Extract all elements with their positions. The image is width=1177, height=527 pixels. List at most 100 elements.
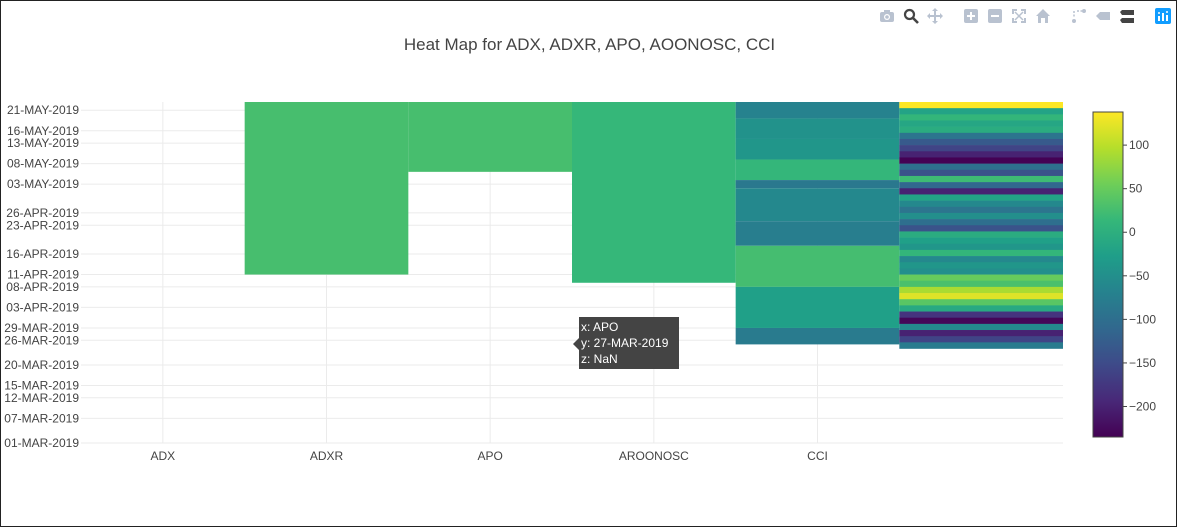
- heatmap-cell[interactable]: [735, 221, 900, 246]
- colorbar-tick-label: −50: [1129, 269, 1150, 283]
- heatmap-cell[interactable]: [899, 299, 1063, 306]
- heatmap-cell[interactable]: [899, 194, 1063, 201]
- autoscale-icon[interactable]: [1010, 7, 1028, 25]
- heatmap-cell[interactable]: [735, 180, 900, 189]
- heatmap-cell[interactable]: [899, 317, 1063, 325]
- heatmap-cell[interactable]: [899, 280, 1063, 288]
- heatmap-cell[interactable]: [735, 138, 900, 160]
- y-axis-ticks: 01-MAR-2019 07-MAR-2019 12-MAR-201915-MAR-…: [4, 103, 79, 450]
- heatmap-cell[interactable]: [899, 330, 1063, 337]
- heatmap-cell[interactable]: [899, 305, 1063, 312]
- zoom-in-icon[interactable]: [962, 7, 980, 25]
- x-tick-label: ADXR: [310, 449, 344, 463]
- heatmap-cell[interactable]: [899, 126, 1063, 134]
- colorbar-tick-label: −200: [1129, 400, 1156, 414]
- heatmap-cell[interactable]: [899, 256, 1063, 263]
- heatmap-cell[interactable]: [899, 274, 1063, 282]
- colorbar-tick-label: 100: [1129, 138, 1149, 152]
- y-tick-label: 08-MAY-2019: [7, 157, 79, 171]
- colorbar-tick-label: −150: [1129, 356, 1156, 370]
- home-icon[interactable]: [1034, 7, 1052, 25]
- tooltip-arrow: [573, 338, 579, 350]
- heatmap-cell[interactable]: [899, 188, 1063, 195]
- heatmap-cell[interactable]: [899, 268, 1063, 275]
- camera-icon[interactable]: [878, 7, 896, 25]
- heatmap-cell[interactable]: [899, 323, 1063, 331]
- y-tick-label: 26-APR-2019: [6, 206, 79, 220]
- plotly-logo-icon[interactable]: [1154, 7, 1172, 25]
- heatmap-cell[interactable]: [899, 163, 1063, 171]
- heatmap-cell[interactable]: [899, 132, 1063, 140]
- y-tick-label: 11-APR-2019: [7, 268, 79, 282]
- heatmap-cell[interactable]: [899, 262, 1063, 269]
- heatmap-cell[interactable]: [899, 114, 1063, 121]
- heatmap-cell[interactable]: [899, 206, 1063, 214]
- zoom-icon[interactable]: [902, 7, 920, 25]
- y-tick-label: 16-MAY-2019: [7, 124, 79, 138]
- heatmap-cell[interactable]: [735, 286, 900, 328]
- heatmap-cell[interactable]: [899, 138, 1063, 146]
- y-tick-label: 03-MAY-2019: [7, 177, 79, 191]
- heatmap-cell[interactable]: [899, 231, 1063, 238]
- y-tick-label: 21-MAY-2019: [7, 103, 79, 117]
- colorbar-tick-label: 0: [1129, 225, 1136, 239]
- heatmap-cell[interactable]: [899, 151, 1063, 158]
- heatmap-cell[interactable]: [899, 145, 1063, 152]
- heatmap-cell[interactable]: [899, 293, 1063, 300]
- heatmap-cell[interactable]: [735, 245, 900, 287]
- x-axis-ticks: ADX ADXR APO AROONOSC CCI: [150, 449, 827, 463]
- y-tick-label: 07-MAR-2019: [4, 411, 79, 425]
- heatmap-cell[interactable]: [899, 243, 1063, 251]
- heatmap-cell[interactable]: [735, 327, 900, 345]
- heatmap-cell[interactable]: [899, 311, 1063, 318]
- heatmap-cell[interactable]: [899, 102, 1063, 109]
- heatmap-cell[interactable]: [899, 108, 1063, 115]
- heatmap-cell[interactable]: [899, 120, 1063, 127]
- heatmap-cell[interactable]: [899, 157, 1063, 164]
- heatmap-cell[interactable]: [244, 102, 409, 275]
- spike-lines-icon[interactable]: [1070, 7, 1088, 25]
- y-tick-label: 12-MAR-2019: [4, 391, 79, 405]
- heatmap-cell[interactable]: [899, 286, 1063, 294]
- heatmap-cell[interactable]: [735, 188, 900, 222]
- y-tick-label: 26-MAR-2019: [4, 333, 79, 347]
- heatmap-cell[interactable]: [899, 225, 1063, 232]
- y-tick-label: 29-MAR-2019: [4, 321, 79, 335]
- x-tick-label: ADX: [150, 449, 175, 463]
- y-tick-label: 08-APR-2019: [6, 280, 79, 294]
- heatmap-cell[interactable]: [899, 342, 1063, 349]
- heatmap-cell[interactable]: [899, 182, 1063, 189]
- zoom-out-icon[interactable]: [986, 7, 1004, 25]
- x-tick-label: APO: [477, 449, 502, 463]
- heatmap-cell[interactable]: [735, 159, 900, 181]
- y-tick-label: 13-MAY-2019: [7, 136, 79, 150]
- heatmap-cell[interactable]: [899, 169, 1063, 177]
- pan-icon[interactable]: [926, 7, 944, 25]
- heatmap-cell[interactable]: [735, 102, 900, 119]
- colorbar-tick-label: 50: [1129, 182, 1143, 196]
- heatmap-cell[interactable]: [735, 118, 900, 139]
- heatmap-cell[interactable]: [899, 200, 1063, 208]
- x-tick-label: AROONOSC: [619, 449, 689, 463]
- y-tick-label: 15-MAR-2019: [4, 378, 79, 392]
- heatmap-cell[interactable]: [899, 175, 1063, 183]
- tooltip-y: y: 27-MAR-2019: [581, 336, 669, 350]
- colorbar-gradient: [1092, 111, 1124, 438]
- hover-closest-icon[interactable]: [1094, 7, 1112, 25]
- colorbar-tick-label: −100: [1129, 312, 1156, 326]
- heatmap-cell[interactable]: [899, 212, 1063, 220]
- tooltip-x: x: APO: [581, 320, 619, 334]
- heatmap-cell[interactable]: [899, 336, 1063, 343]
- modebar: [878, 7, 1172, 25]
- heatmap-cell[interactable]: [899, 219, 1063, 226]
- y-tick-label: 20-MAR-2019: [4, 358, 79, 372]
- heatmap-cell[interactable]: [899, 237, 1063, 245]
- y-tick-label: 01-MAR-2019: [4, 436, 79, 450]
- heatmap-cell[interactable]: [572, 102, 736, 283]
- chart-title: Heat Map for ADX, ADXR, APO, AOONOSC, CC…: [403, 35, 776, 54]
- x-tick-label: CCI: [807, 449, 828, 463]
- heatmap-cell[interactable]: [899, 249, 1063, 257]
- hover-compare-icon[interactable]: [1118, 7, 1136, 25]
- heatmap-cell[interactable]: [408, 102, 572, 172]
